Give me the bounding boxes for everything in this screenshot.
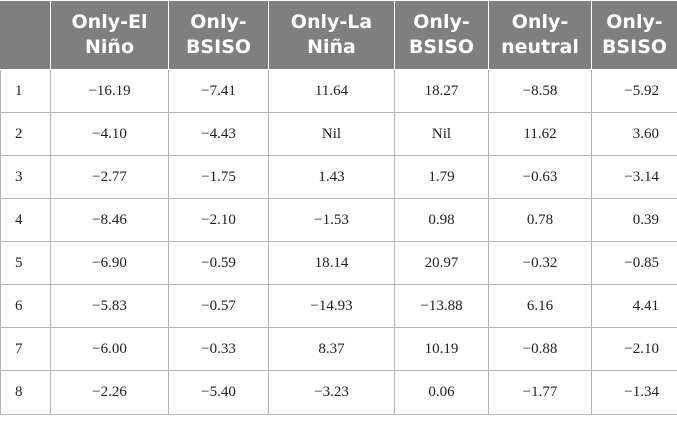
table-cell: −2.26 [50,370,169,415]
table-row: 4 −8.46 −2.10 −1.53 0.98 0.78 0.39 [0,198,677,242]
table-cell: −0.63 [488,155,592,199]
table-cell: −2.77 [50,155,169,199]
table-cell: −5.83 [50,284,169,328]
table-cell: 18.27 [394,69,489,113]
phase-cell: 7 [0,327,51,371]
table-cell: 18.14 [268,241,395,285]
table-cell: −2.10 [591,327,677,371]
table-cell: 11.62 [488,112,592,156]
table-cell: −1.53 [268,198,395,242]
table-cell: −3.23 [268,370,395,415]
table-cell: −4.10 [50,112,169,156]
table-cell: −14.93 [268,284,395,328]
phase-cell: 6 [0,284,51,328]
table-cell: 8.37 [268,327,395,371]
header-cell: Only-El Niño [50,0,169,70]
table-cell: 4.41 [591,284,677,328]
table-cell: 11.64 [268,69,395,113]
table-cell: −0.88 [488,327,592,371]
table-cell: −0.57 [168,284,269,328]
header-cell: Only-BSISO [591,0,677,70]
table-cell: −2.10 [168,198,269,242]
table-cell: −5.40 [168,370,269,415]
header-row: Only-El Niño Only-BSISO Only-La Niña Onl… [0,0,677,70]
table-row: 2 −4.10 −4.43 Nil Nil 11.62 3.60 [0,112,677,156]
table-cell: 0.39 [591,198,677,242]
table-cell: −5.92 [591,69,677,113]
phase-cell: 8 [0,370,51,415]
table-cell: 0.98 [394,198,489,242]
phase-cell: 4 [0,198,51,242]
table-cell: −8.58 [488,69,592,113]
table-row: 8 −2.26 −5.40 −3.23 0.06 −1.77 −1.34 [0,370,677,415]
table-cell: 0.78 [488,198,592,242]
table-cell: −6.00 [50,327,169,371]
table-row: 7 −6.00 −0.33 8.37 10.19 −0.88 −2.10 [0,327,677,371]
table-cell: −3.14 [591,155,677,199]
table-cell: −6.90 [50,241,169,285]
table-cell: 0.06 [394,370,489,415]
table-cell: −1.77 [488,370,592,415]
header-cell: Only-BSISO [394,0,489,70]
table-cell: −0.32 [488,241,592,285]
table-cell: Nil [268,112,395,156]
table-cell: 10.19 [394,327,489,371]
table-row: 1 −16.19 −7.41 11.64 18.27 −8.58 −5.92 [0,69,677,113]
table-cell: −1.75 [168,155,269,199]
phase-cell: 3 [0,155,51,199]
table-cell: 6.16 [488,284,592,328]
table-cell: −0.59 [168,241,269,285]
table-row: 5 −6.90 −0.59 18.14 20.97 −0.32 −0.85 [0,241,677,285]
header-cell: Only-neutral [488,0,592,70]
table-cell: −8.46 [50,198,169,242]
phase-cell: 1 [0,69,51,113]
table-cell: Nil [394,112,489,156]
header-cell: Only-BSISO [168,0,269,70]
data-table: Only-El Niño Only-BSISO Only-La Niña Onl… [0,0,677,415]
table-cell: −0.85 [591,241,677,285]
header-cell: Only-La Niña [268,0,395,70]
table-cell: −1.34 [591,370,677,415]
table-cell: 3.60 [591,112,677,156]
table-cell: −7.41 [168,69,269,113]
table-cell: −0.33 [168,327,269,371]
table-row: 6 −5.83 −0.57 −14.93 −13.88 6.16 4.41 [0,284,677,328]
table-cell: −4.43 [168,112,269,156]
phase-cell: 5 [0,241,51,285]
table-cell: −13.88 [394,284,489,328]
table-cell: −16.19 [50,69,169,113]
table-row: 3 −2.77 −1.75 1.43 1.79 −0.63 −3.14 [0,155,677,199]
table-cell: 1.79 [394,155,489,199]
table-cell: 20.97 [394,241,489,285]
phase-cell: 2 [0,112,51,156]
table-cell: 1.43 [268,155,395,199]
header-cell [0,0,51,70]
